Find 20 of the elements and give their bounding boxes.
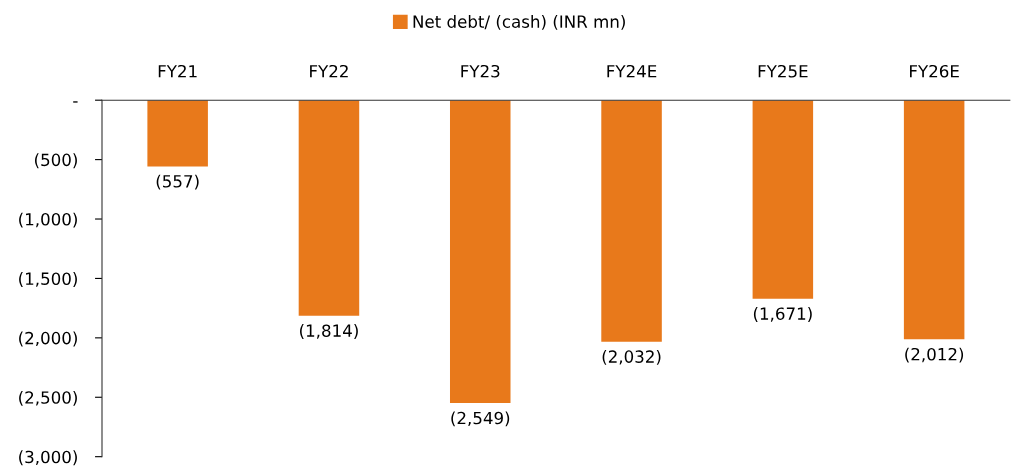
y-tick-label: (2,500) — [19, 390, 77, 406]
data-label: (2,012) — [905, 347, 964, 363]
x-tick-label: FY25E — [758, 64, 808, 78]
data-label: (1,814) — [300, 324, 358, 339]
data-label: (2,032) — [602, 350, 661, 365]
data-label: (557) — [156, 174, 199, 190]
x-tick-label: FY21 — [158, 64, 197, 78]
x-tick-label: FY26E — [910, 64, 959, 78]
x-tick-label: FY22 — [310, 64, 348, 78]
y-tick-label: (500) — [35, 153, 77, 169]
legend-label: Net debt/ (cash) (INR mn) — [413, 15, 625, 30]
x-tick-label: FY23 — [461, 64, 500, 78]
y-tick-label: (3,000) — [19, 450, 77, 466]
y-tick-label: (2,000) — [19, 331, 77, 347]
data-label: (1,671) — [753, 307, 812, 322]
y-tick-label: (1,000) — [19, 212, 77, 228]
x-tick-label: FY24E — [607, 64, 657, 78]
data-label: (2,549) — [451, 411, 510, 427]
y-tick-label: - — [73, 101, 78, 103]
y-tick-label: (1,500) — [19, 272, 77, 287]
